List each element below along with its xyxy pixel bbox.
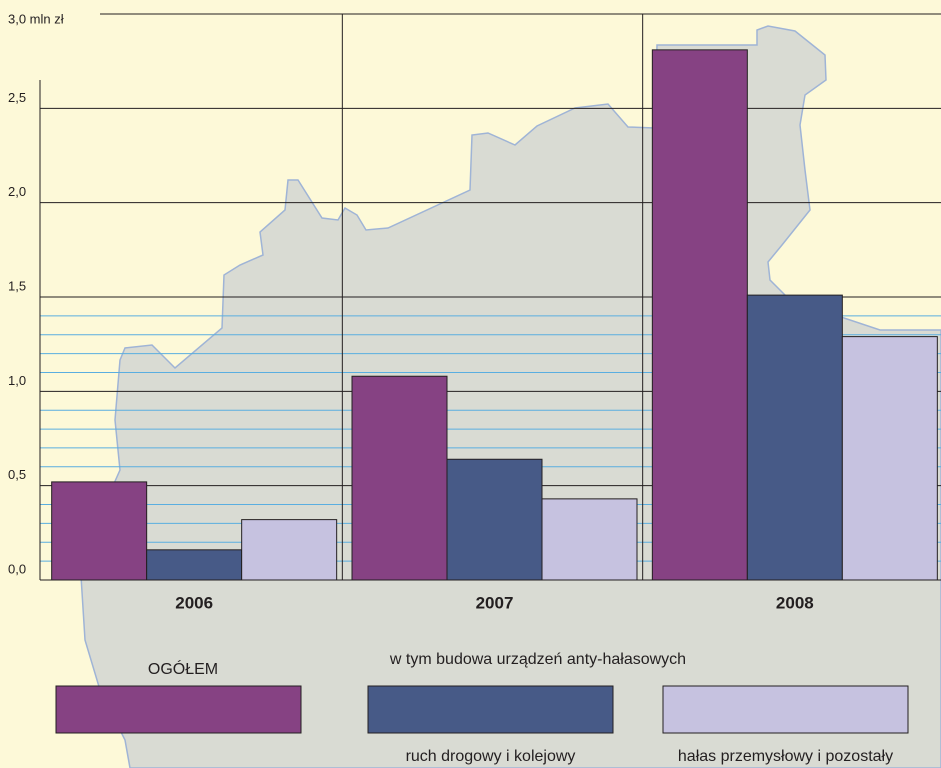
y-tick-label: 0,5 bbox=[8, 467, 26, 482]
bar bbox=[51, 481, 148, 581]
legend-label: hałas przemysłowy i pozostały bbox=[678, 748, 893, 765]
bar bbox=[746, 294, 843, 581]
legend-swatch bbox=[662, 685, 909, 734]
y-tick-label: 2,0 bbox=[8, 184, 26, 199]
y-tick-label: 3,0 mln zł bbox=[8, 11, 64, 26]
legend-group-title: w tym budowa urządzeń anty-hałasowych bbox=[389, 651, 686, 668]
x-tick-label: 2007 bbox=[476, 593, 514, 612]
x-tick-label: 2006 bbox=[175, 593, 213, 612]
legend-swatch bbox=[367, 685, 614, 734]
x-tick-label: 2008 bbox=[776, 593, 814, 612]
legend-label: OGÓŁEM bbox=[148, 659, 218, 678]
y-tick-label: 2,5 bbox=[8, 90, 26, 105]
bar bbox=[146, 549, 243, 581]
bar bbox=[541, 498, 638, 581]
legend-label: ruch drogowy i kolejowy bbox=[406, 748, 576, 765]
bar bbox=[446, 458, 543, 581]
bar bbox=[351, 375, 448, 581]
y-tick-label: 0,0 bbox=[8, 561, 26, 576]
legend-swatch bbox=[55, 685, 302, 734]
y-tick-label: 1,0 bbox=[8, 373, 26, 388]
bar bbox=[651, 49, 748, 581]
y-tick-label: 1,5 bbox=[8, 278, 26, 293]
bar bbox=[241, 519, 338, 581]
bar bbox=[841, 336, 938, 581]
